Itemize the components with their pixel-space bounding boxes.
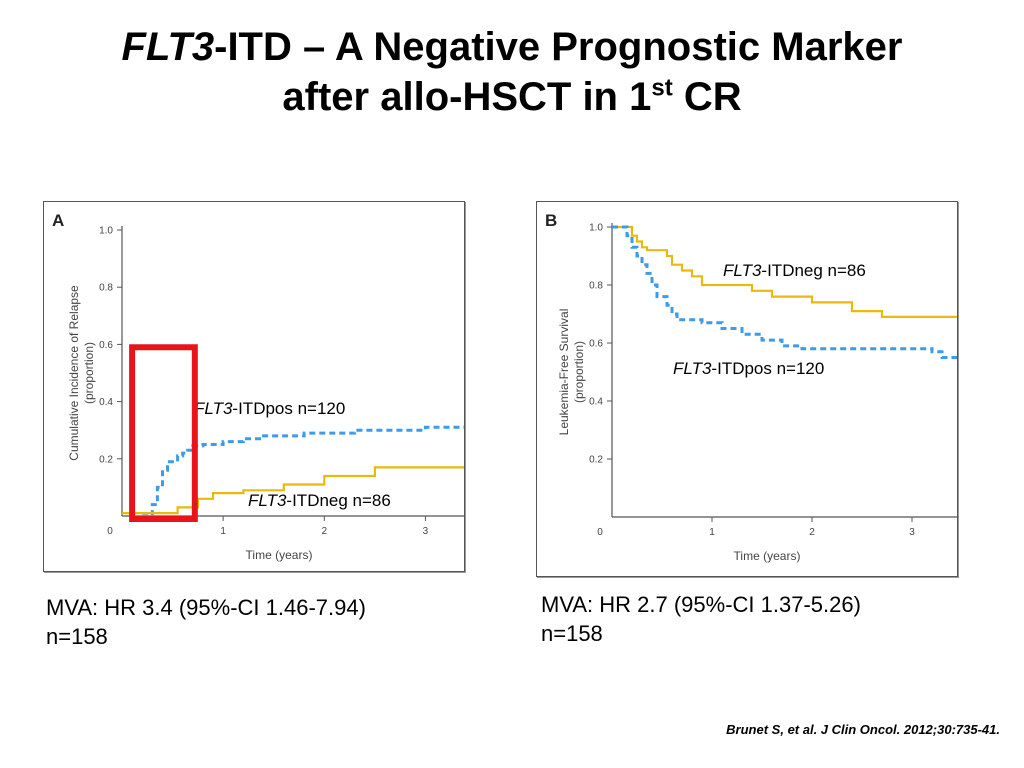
panel-label: A — [52, 211, 64, 230]
panel-label: B — [545, 211, 557, 230]
y-tick-label: 0.8 — [99, 283, 113, 294]
title-line2-pre: after allo-HSCT in 1 — [282, 75, 652, 119]
y-axis-title-line2: (proportion) — [572, 341, 586, 403]
y-tick-label: 0.6 — [589, 339, 603, 350]
title-superscript: st — [651, 74, 673, 102]
series-label-gene: FLT3 — [248, 491, 287, 510]
x-tick-label: 0 — [107, 526, 113, 537]
series-label-gene: FLT3 — [673, 359, 712, 378]
y-axis-title-line2: (proportion) — [82, 342, 96, 404]
title-line2-post: CR — [672, 75, 742, 119]
highlight-box — [129, 344, 198, 522]
title-line-1: FLT3-ITD – A Negative Prognostic Marker — [0, 22, 1024, 72]
title-line1-text: -ITD – A Negative Prognostic Marker — [214, 25, 903, 69]
series-label: FLT3-ITDpos n=120 — [194, 399, 345, 418]
y-axis-title-line1: Cumulative Incidence of Relapse — [67, 285, 81, 461]
x-tick-label: 2 — [322, 526, 328, 537]
x-axis-title: Time (years) — [246, 548, 313, 562]
x-tick-label: 1 — [709, 527, 715, 538]
x-tick-label: 3 — [423, 526, 429, 537]
series-line-ITDneg — [612, 225, 957, 318]
mva-a-hr: MVA: HR 3.4 (95%-CI 1.46-7.94) — [46, 595, 366, 620]
series-line-ITDneg — [122, 466, 464, 515]
title-line-2: after allo-HSCT in 1st CR — [0, 72, 1024, 122]
y-tick-label: 0.2 — [99, 454, 113, 465]
y-tick-label: 1.0 — [589, 223, 603, 234]
y-tick-label: 0.6 — [99, 340, 113, 351]
series-label-text: -ITDneg n=86 — [286, 491, 390, 510]
y-tick-label: 0.8 — [589, 281, 603, 292]
x-tick-label: 1 — [220, 526, 226, 537]
series-line-ITDpos — [612, 225, 957, 359]
y-axis-title-line1: Leukemia-Free Survival — [557, 309, 571, 436]
y-tick-label: 1.0 — [99, 226, 113, 237]
relapse-chart: A 0.2 0.4 0.6 0.8 1.0 0 1 2 3 Time (years) Cumulati… — [52, 211, 464, 562]
x-axis-title: Time (years) — [734, 549, 801, 563]
x-tick-label: 2 — [809, 527, 815, 538]
chart-panel-a: A 0.2 0.4 0.6 0.8 1.0 0 1 2 3 Time (years) Cumulati… — [43, 201, 465, 572]
citation: Brunet S, et al. J Clin Oncol. 2012;30:7… — [726, 722, 1000, 737]
x-tick-label: 3 — [909, 527, 915, 538]
mva-b-hr: MVA: HR 2.7 (95%-CI 1.37-5.26) — [541, 592, 861, 617]
mva-a-n: n=158 — [46, 624, 108, 649]
series-label: FLT3-ITDneg n=86 — [248, 491, 391, 510]
y-axis-title: Cumulative Incidence of Relapse(proporti… — [67, 285, 96, 461]
mva-b-n: n=158 — [541, 621, 603, 646]
mva-result-a: MVA: HR 3.4 (95%-CI 1.46-7.94) n=158 — [46, 593, 366, 651]
y-tick-label: 0.4 — [99, 397, 113, 408]
y-axis-title: Leukemia-Free Survival(proportion) — [557, 309, 586, 436]
series-label-gene: FLT3 — [194, 399, 233, 418]
y-tick-label: 0.4 — [589, 397, 603, 408]
series-label: FLT3-ITDpos n=120 — [673, 359, 824, 378]
y-tick-label: 0.2 — [589, 455, 603, 466]
series-label-text: -ITDpos n=120 — [232, 399, 345, 418]
slide-title: FLT3-ITD – A Negative Prognostic Marker … — [0, 22, 1024, 122]
series-label: FLT3-ITDneg n=86 — [723, 261, 866, 280]
series-label-gene: FLT3 — [723, 261, 762, 280]
series-label-text: -ITDpos n=120 — [711, 359, 824, 378]
series-label-text: -ITDneg n=86 — [761, 261, 865, 280]
title-gene: FLT3 — [121, 25, 215, 69]
chart-panel-b: B 0.2 0.4 0.6 0.8 1.0 0 1 2 3 Time (years) Leukemia… — [536, 201, 958, 577]
survival-chart: B 0.2 0.4 0.6 0.8 1.0 0 1 2 3 Time (years) Leukemia… — [545, 211, 957, 563]
x-tick-label: 0 — [597, 527, 603, 538]
mva-result-b: MVA: HR 2.7 (95%-CI 1.37-5.26) n=158 — [541, 590, 861, 648]
